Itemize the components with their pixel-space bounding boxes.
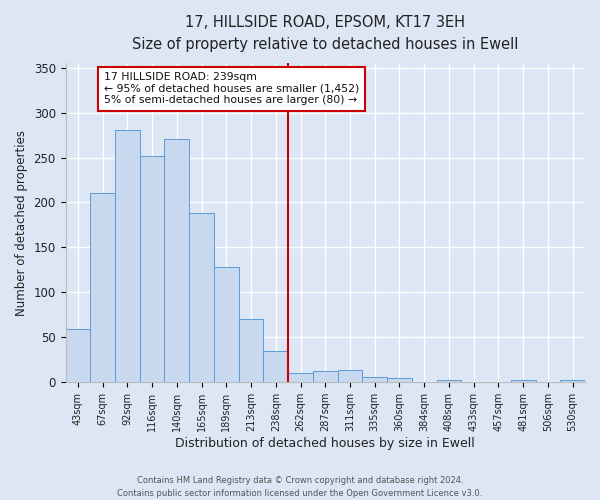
Bar	[362, 377, 387, 382]
Bar	[115, 130, 140, 382]
Bar	[511, 380, 536, 382]
Bar	[239, 320, 263, 382]
Bar	[263, 351, 288, 382]
Bar	[437, 380, 461, 382]
Bar	[164, 138, 189, 382]
Bar	[338, 370, 362, 382]
Bar	[560, 380, 585, 382]
Title: 17, HILLSIDE ROAD, EPSOM, KT17 3EH
Size of property relative to detached houses : 17, HILLSIDE ROAD, EPSOM, KT17 3EH Size …	[132, 15, 518, 52]
Text: Contains HM Land Registry data © Crown copyright and database right 2024.
Contai: Contains HM Land Registry data © Crown c…	[118, 476, 482, 498]
Bar	[65, 330, 90, 382]
Bar	[387, 378, 412, 382]
X-axis label: Distribution of detached houses by size in Ewell: Distribution of detached houses by size …	[175, 437, 475, 450]
Bar	[140, 156, 164, 382]
Bar	[313, 370, 338, 382]
Bar	[214, 267, 239, 382]
Bar	[189, 214, 214, 382]
Bar	[288, 374, 313, 382]
Bar	[90, 194, 115, 382]
Text: 17 HILLSIDE ROAD: 239sqm
← 95% of detached houses are smaller (1,452)
5% of semi: 17 HILLSIDE ROAD: 239sqm ← 95% of detach…	[104, 72, 359, 106]
Y-axis label: Number of detached properties: Number of detached properties	[15, 130, 28, 316]
